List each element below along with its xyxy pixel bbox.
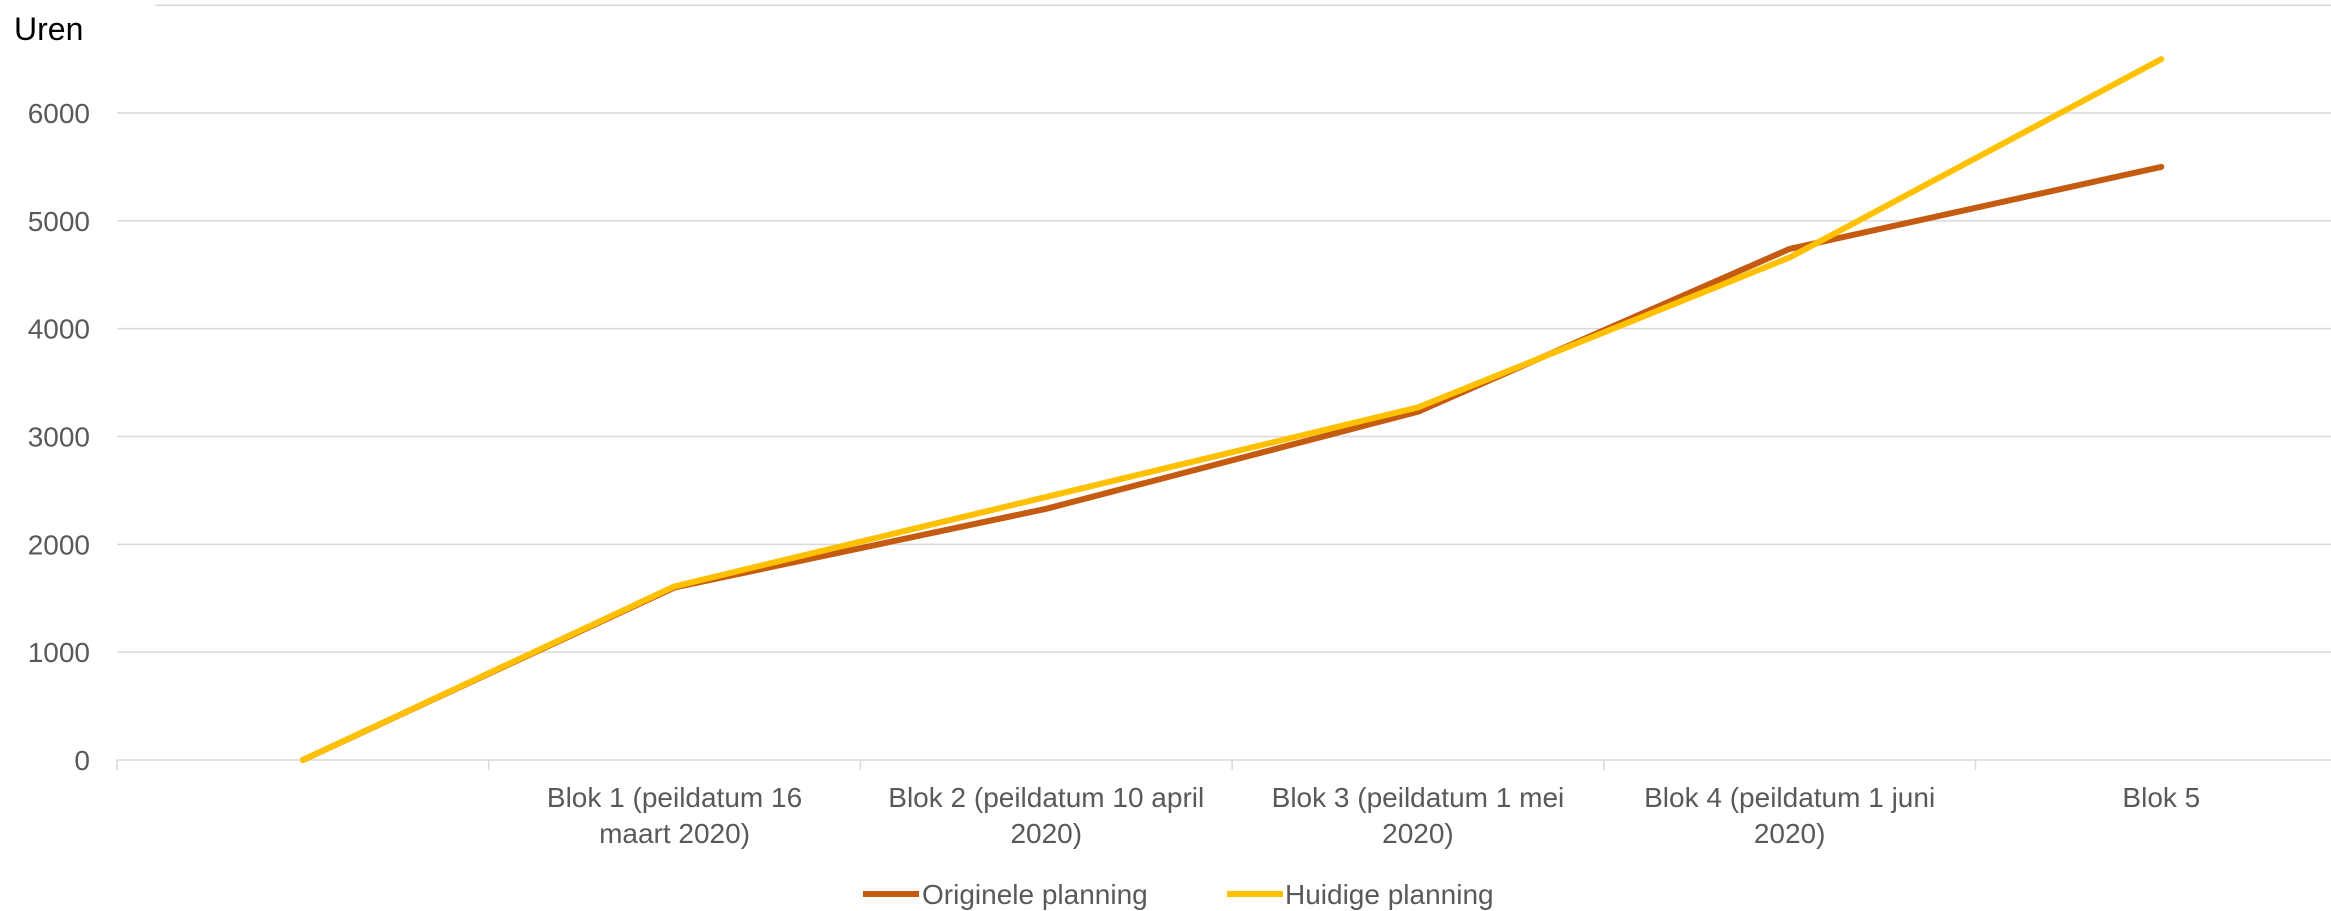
series-lines [299, 56, 2165, 763]
legend-label-originele-planning: Originele planning [922, 879, 1148, 910]
y-tick-label: 3000 [28, 422, 90, 453]
series-line-originele-planning [299, 163, 2165, 763]
legend-label-huidige-planning: Huidige planning [1285, 879, 1494, 910]
y-tick-label: 0 [74, 745, 90, 776]
y-tick-label: 1000 [28, 637, 90, 668]
x-tick-label: Blok 1 (peildatum 16 [547, 782, 802, 813]
y-tick-label: 6000 [28, 98, 90, 129]
gridlines [117, 4, 2331, 653]
axes: 0 1000 2000 3000 4000 5000 6000 Blok 1 (peildat… [28, 98, 2331, 849]
x-tick-label: Blok 5 [2122, 782, 2200, 813]
y-tick-label: 2000 [28, 529, 90, 560]
series-line-huidige-planning [299, 56, 2165, 763]
x-tick-label: Blok 4 (peildatum 1 juni [1644, 782, 1935, 813]
y-tick-label: 4000 [28, 314, 90, 345]
x-tick-label: maart 2020) [599, 818, 750, 849]
x-tick-label: 2020) [1010, 818, 1082, 849]
x-tick-label: Blok 2 (peildatum 10 april [888, 782, 1204, 813]
x-tick-label: 2020) [1382, 818, 1454, 849]
x-tick-label: 2020) [1754, 818, 1826, 849]
y-axis-title: Uren [14, 11, 83, 47]
x-tick-label: Blok 3 (peildatum 1 mei [1272, 782, 1565, 813]
legend: Originele planning Huidige planning [863, 879, 1494, 910]
y-tick-label: 5000 [28, 206, 90, 237]
